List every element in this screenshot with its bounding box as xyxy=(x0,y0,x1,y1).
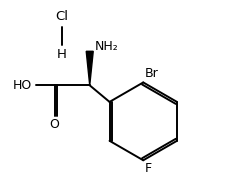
Text: HO: HO xyxy=(13,79,32,92)
Polygon shape xyxy=(86,51,93,85)
Text: H: H xyxy=(56,48,66,61)
Text: F: F xyxy=(145,162,152,175)
Text: O: O xyxy=(49,118,58,132)
Text: Cl: Cl xyxy=(55,10,68,23)
Text: Br: Br xyxy=(145,67,158,81)
Text: NH₂: NH₂ xyxy=(94,40,118,53)
